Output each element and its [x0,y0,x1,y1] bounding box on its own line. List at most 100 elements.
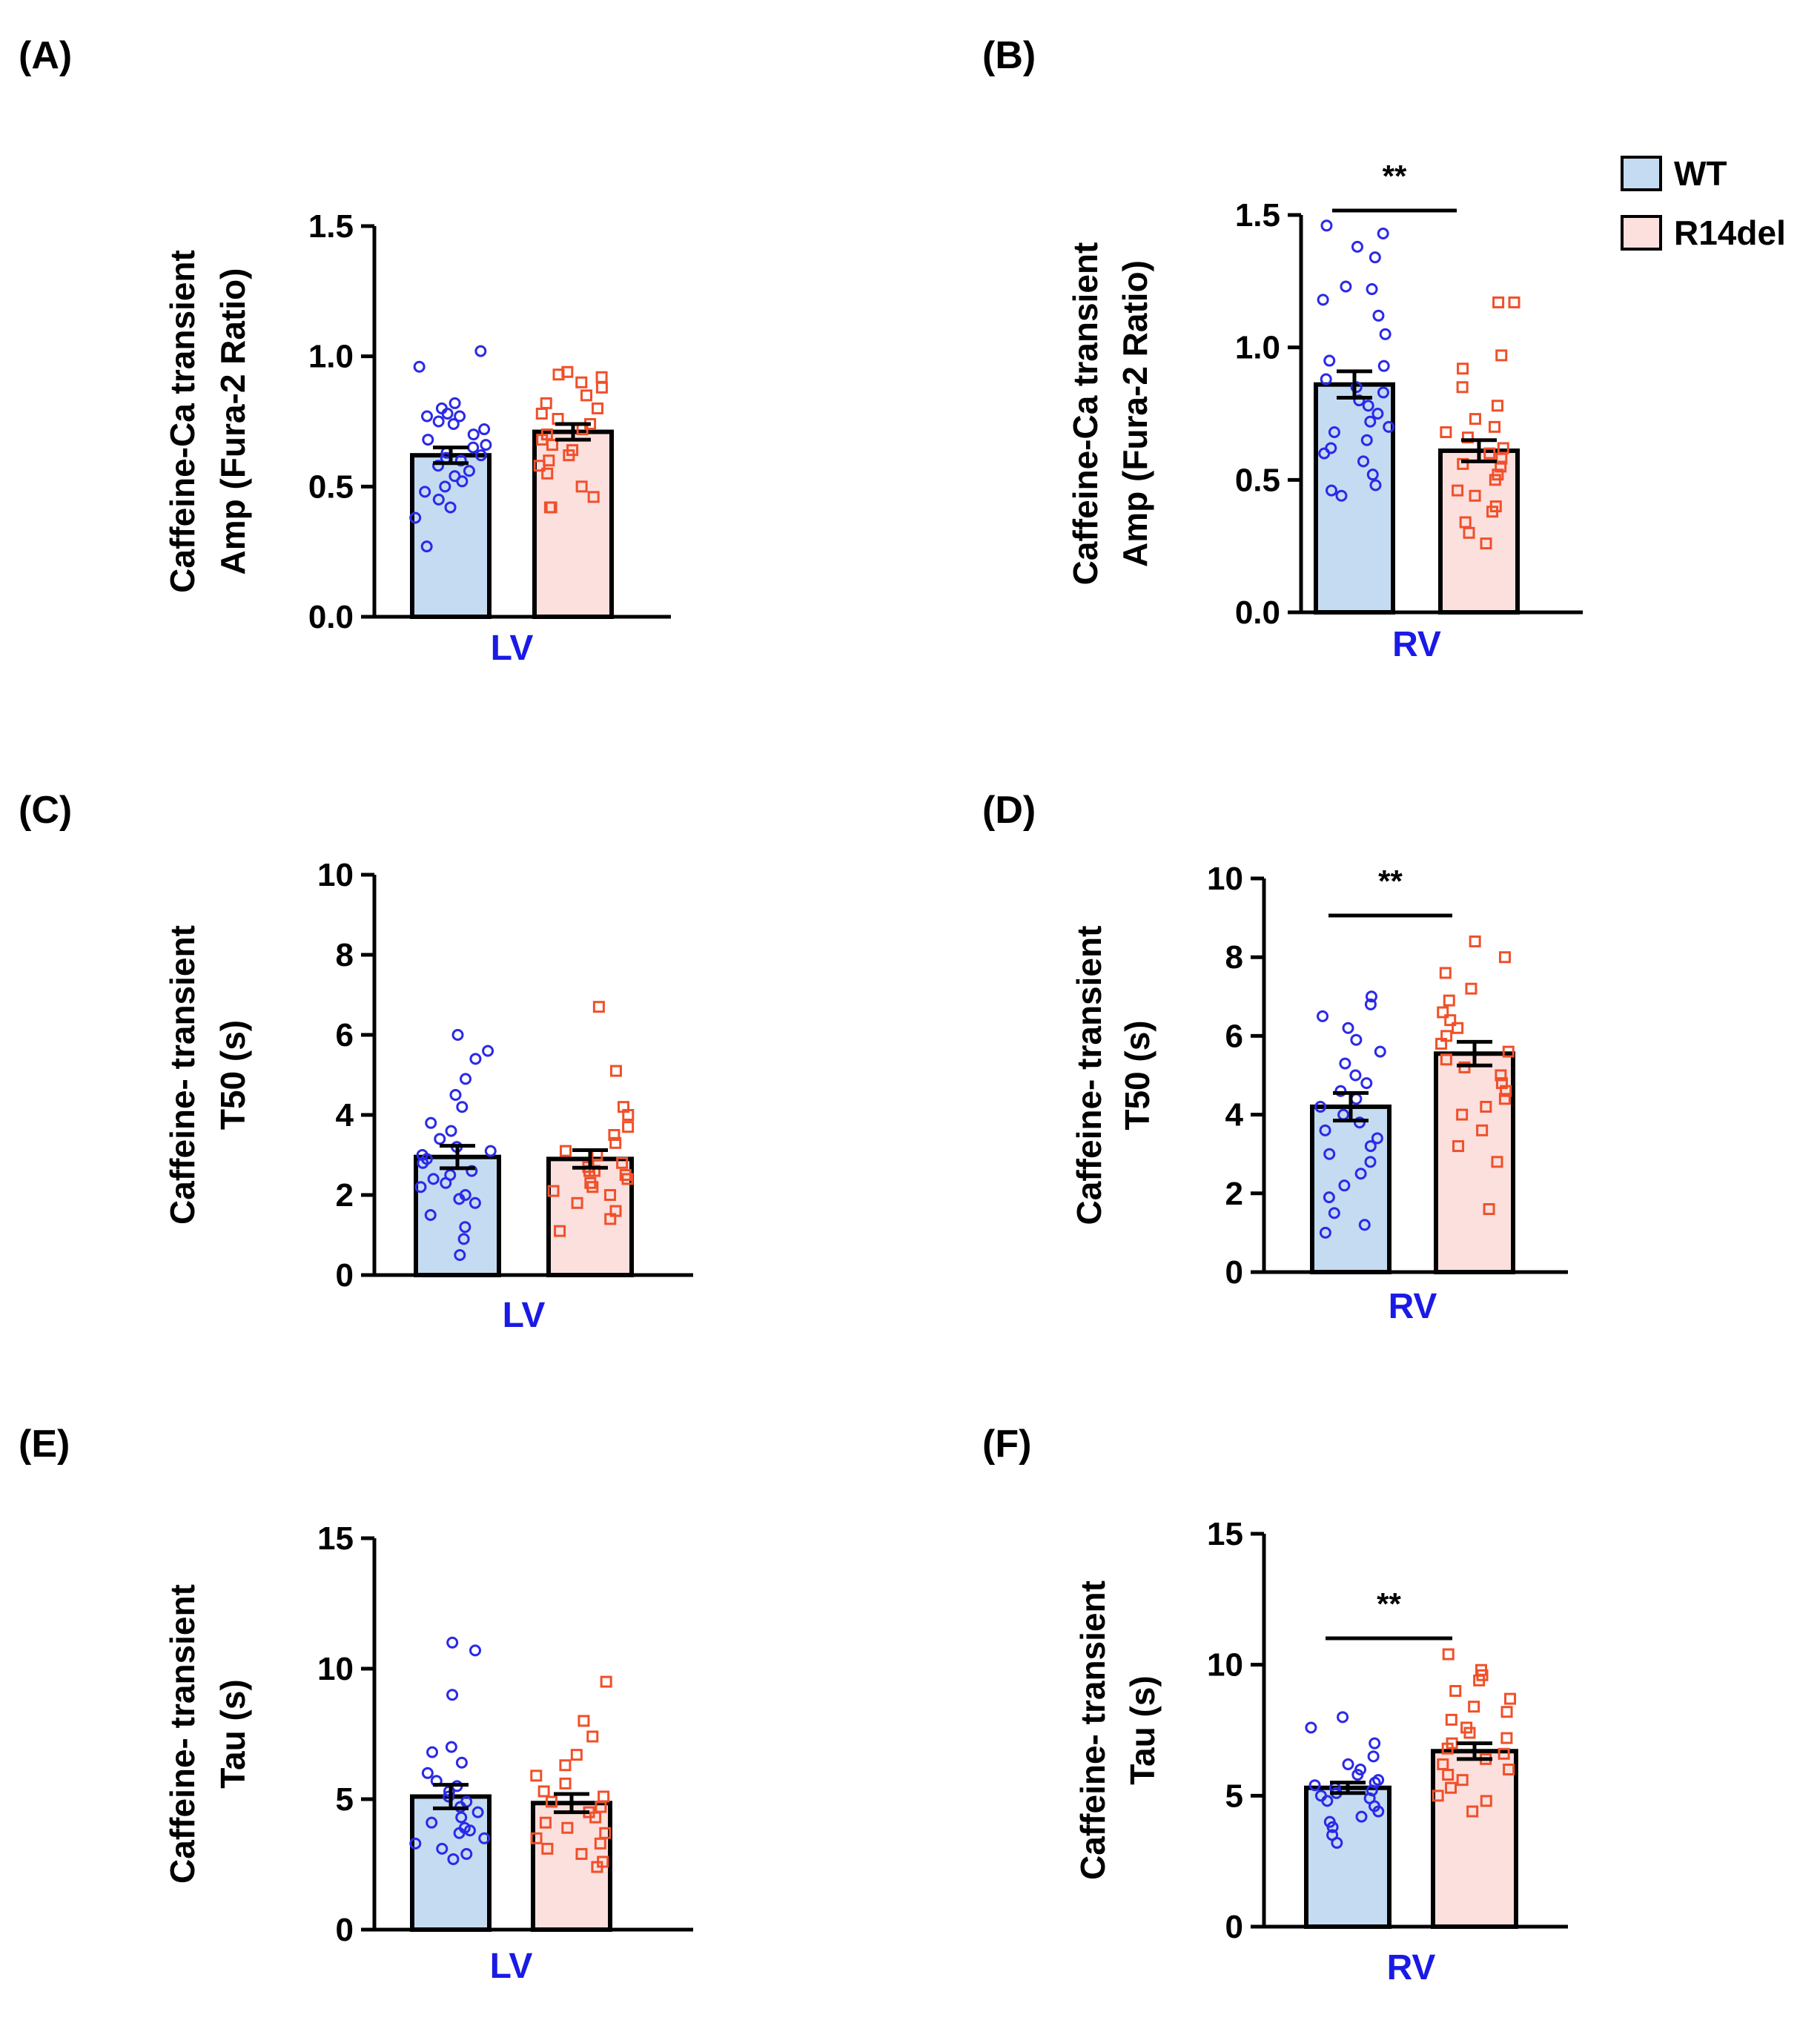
data-point-r14del [591,402,603,414]
data-point-wt [1367,1750,1380,1763]
data-point-r14del [571,1196,583,1209]
data-point-r14del [1502,1045,1515,1058]
data-point-wt [1323,354,1336,367]
data-point-r14del [530,1832,543,1844]
data-point-r14del [1437,1006,1449,1019]
y-tick-label: 0.0 [308,599,354,635]
y-axis-label: Caffeine- transient [163,925,202,1225]
data-point-wt [1325,484,1337,497]
data-point-r14del [1500,1732,1513,1744]
data-point-wt [1369,479,1382,491]
data-point-wt [463,1824,476,1837]
y-tick-label: 0 [1225,1254,1243,1291]
data-point-r14del [1439,967,1452,979]
data-point-r14del [608,1129,621,1141]
bar-wt [1304,1785,1392,1930]
legend: WT R14del [1621,154,1786,252]
data-point-r14del [580,389,592,402]
data-point-wt [482,1045,494,1057]
data-point-wt [467,428,480,441]
panel-1: (A) 0.0 0.5 1.0 1.5 Caffeine-Ca transient Amp … [19,34,671,668]
panel-letter: (F) [982,1423,1031,1466]
data-point-r14del [594,1837,606,1850]
data-point-wt [1371,408,1384,420]
data-point-wt [474,449,487,462]
data-point-wt [1364,1140,1377,1153]
data-point-r14del [1461,431,1474,444]
data-point-wt [445,1125,457,1137]
data-point-r14del [609,1065,622,1077]
y-tick-label: 0.5 [308,469,354,505]
data-point-wt [1318,447,1331,460]
data-point-wt [1339,1057,1351,1070]
data-point-r14del [1476,1124,1489,1136]
data-point-wt [1319,1124,1331,1136]
data-point-wt [445,1741,457,1753]
legend-swatch-r14del [1621,215,1662,251]
data-point-r14del [559,1759,572,1772]
y-tick-label: 6 [336,1017,354,1053]
data-point-wt [1360,434,1373,446]
data-point-wt [447,1853,460,1865]
data-point-r14del [591,1861,603,1873]
y-tick-label: 1.5 [1235,197,1280,234]
data-point-wt [443,1790,455,1803]
y-axis-label: Tau (s) [1123,1675,1162,1784]
data-point-wt [1319,1226,1331,1239]
data-point-wt [1354,1168,1367,1180]
data-point-wt [1337,1711,1349,1724]
y-tick-label: 2 [1225,1176,1243,1212]
y-tick-label: 15 [317,1520,354,1557]
data-point-r14del [1456,381,1469,394]
data-point-r14del [1463,1727,1476,1739]
data-point-r14del [1508,296,1520,308]
y-tick-label: 0 [1225,1909,1243,1945]
data-point-wt [446,1636,459,1649]
data-point-wt [453,1193,466,1205]
data-point-wt [427,1173,440,1185]
y-tick-label: 5 [336,1781,354,1818]
data-point-wt [1338,1179,1351,1192]
data-point-wt [432,415,445,428]
data-point-wt [1320,219,1333,232]
data-point-r14del [1486,506,1499,518]
data-point-r14del [1440,426,1452,439]
panel-5: (E) 0 5 10 15 Caffeine- transient Tau (s) LV [19,1423,693,1986]
data-point-r14del [1483,1203,1495,1216]
data-point-r14del [622,1121,635,1133]
data-point-wt [474,345,487,357]
data-point-wt [469,1644,481,1657]
data-point-wt [1366,469,1379,481]
data-point-wt [425,1116,437,1129]
data-point-r14del [1495,349,1508,362]
data-point-r14del [621,1173,634,1185]
data-point-r14del [1452,484,1464,497]
data-point-r14del [1498,1093,1511,1105]
y-tick-label: 8 [1225,939,1243,976]
data-point-wt [471,1806,484,1818]
data-point-wt [1364,415,1377,428]
data-point-wt [1358,1219,1371,1231]
data-point-r14del [1440,1053,1452,1066]
data-point-wt [426,1816,438,1829]
data-point-wt [1350,1033,1363,1046]
data-point-wt [449,1089,462,1101]
data-point-wt [1335,489,1348,502]
data-point-r14del [1491,1156,1503,1168]
data-point-wt [420,540,433,553]
y-axis-label: T50 (s) [214,1020,252,1130]
y-axis-label: Amp (Fura-2 Ratio) [214,268,252,575]
data-point-wt [1383,420,1395,433]
y-axis-label: Caffeine-Ca transient [163,250,202,593]
data-point-wt [1377,386,1389,399]
data-point-wt [1349,1069,1362,1082]
data-point-r14del [586,1730,599,1743]
y-tick-label: 0 [336,1912,354,1948]
data-point-wt [1362,400,1374,412]
data-point-wt [460,1847,473,1860]
data-point-wt [1342,1758,1354,1770]
data-point-r14del [561,1821,574,1834]
data-point-r14del [1500,1085,1512,1097]
data-point-r14del [1498,951,1511,964]
